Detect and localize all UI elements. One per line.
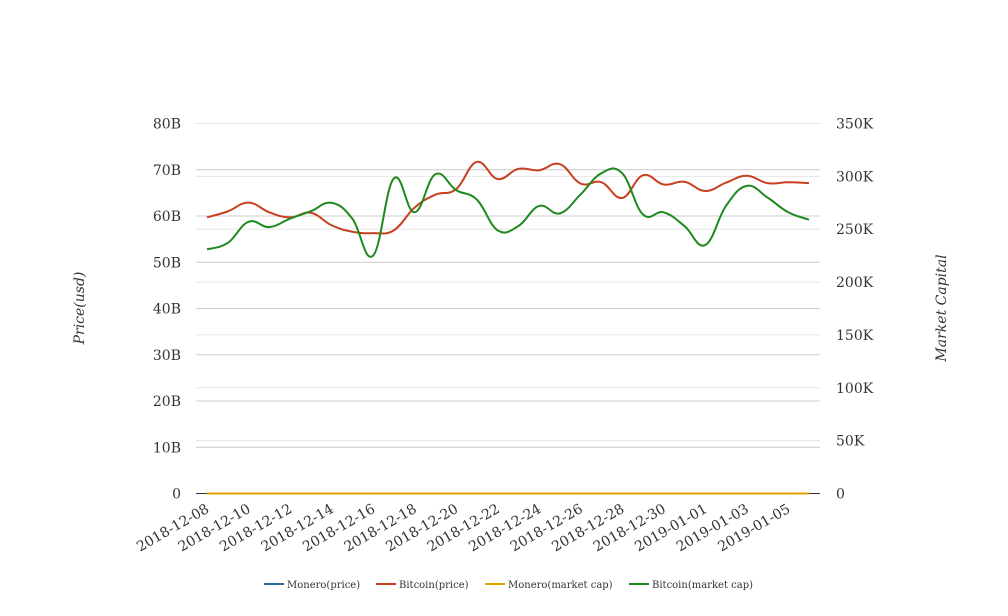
left-tick-label: 40B <box>153 302 181 318</box>
right-tick-label: 300K <box>836 169 874 185</box>
right-axis-title: Market Capital <box>934 254 950 362</box>
legend: Monero(price) Bitcoin(price) Monero(market… <box>264 580 753 591</box>
right-tick-label: 100K <box>836 381 874 397</box>
right-axis-ticks: 0 50K 100K 150K 200K 250K 300K 350K <box>836 117 874 503</box>
left-tick-label: 60B <box>153 209 181 225</box>
legend-label: Bitcoin(price) <box>399 580 469 591</box>
right-tick-label: 0 <box>836 487 845 503</box>
left-axis-title: Price(usd) <box>72 272 88 346</box>
grid-lines <box>196 123 820 448</box>
left-tick-label: 30B <box>153 348 181 364</box>
right-tick-label: 50K <box>836 434 865 450</box>
left-tick-label: 20B <box>153 394 181 410</box>
left-axis-ticks: 0 10B 20B 30B 40B 50B 60B 70B 80B <box>153 117 181 503</box>
left-tick-label: 50B <box>153 255 181 271</box>
right-tick-label: 350K <box>836 117 874 133</box>
left-tick-label: 80B <box>153 117 181 133</box>
series-lines <box>206 160 810 495</box>
legend-label: Monero(market cap) <box>508 580 613 591</box>
left-tick-label: 10B <box>153 440 181 456</box>
right-tick-label: 150K <box>836 328 874 344</box>
legend-label: Monero(price) <box>287 580 360 591</box>
series-line-bitcoin-market-cap <box>206 167 810 258</box>
x-axis-ticks: 2018-12-082018-12-102018-12-122018-12-14… <box>134 501 793 555</box>
right-tick-label: 200K <box>836 275 874 291</box>
legend-label: Bitcoin(market cap) <box>652 580 753 591</box>
right-tick-label: 250K <box>836 222 874 238</box>
left-tick-label: 70B <box>153 163 181 179</box>
left-tick-label: 0 <box>172 487 181 503</box>
